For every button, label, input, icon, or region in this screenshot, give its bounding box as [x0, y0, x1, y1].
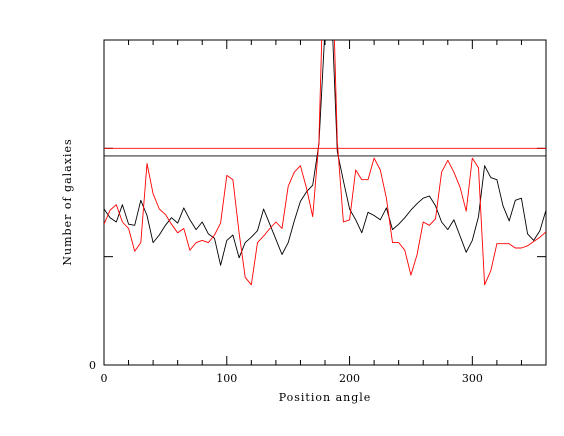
reference-lines	[104, 147, 546, 157]
x-tick-label: 300	[462, 372, 483, 385]
x-tick-label: 200	[339, 372, 360, 385]
y-axis-label: Number of galaxies	[61, 138, 74, 265]
x-tick-label: 0	[101, 372, 108, 385]
series-line-1	[104, 40, 546, 266]
x-tick-labels: 0 100 200 300	[101, 372, 483, 385]
x-axis-label: Position angle	[279, 391, 372, 404]
plot-frame	[103, 39, 547, 366]
series-line-2	[104, 40, 546, 286]
x-tick-label: 100	[216, 372, 237, 385]
tick-marks	[103, 39, 547, 366]
y-tick-label: 0	[89, 359, 96, 372]
series-lines	[104, 40, 546, 286]
